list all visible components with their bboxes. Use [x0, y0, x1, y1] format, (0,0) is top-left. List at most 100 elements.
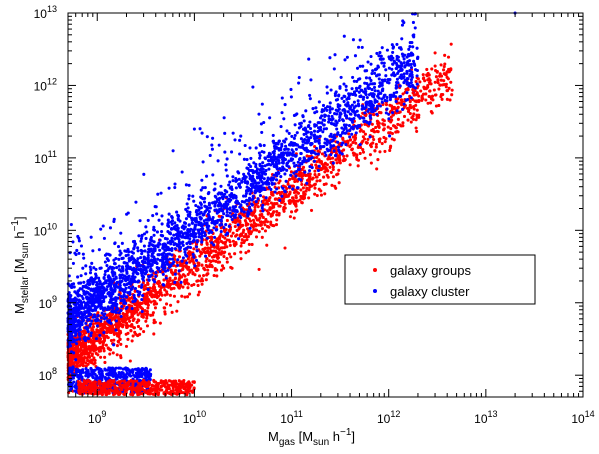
point-galaxy-groups	[267, 197, 271, 201]
point-galaxy-cluster	[173, 272, 177, 276]
point-galaxy-cluster	[355, 126, 359, 130]
point-galaxy-cluster	[387, 117, 391, 121]
point-galaxy-cluster	[321, 130, 325, 134]
point-galaxy-cluster	[112, 343, 116, 347]
point-galaxy-cluster	[95, 283, 99, 287]
point-galaxy-groups	[96, 330, 100, 334]
point-galaxy-cluster	[246, 166, 250, 171]
point-galaxy-cluster	[102, 313, 106, 318]
point-galaxy-cluster	[129, 256, 133, 260]
point-galaxy-groups	[261, 215, 265, 220]
point-galaxy-cluster	[150, 249, 154, 253]
point-galaxy-groups	[231, 239, 235, 243]
point-galaxy-cluster	[409, 78, 413, 82]
point-galaxy-cluster	[248, 226, 252, 230]
point-galaxy-cluster	[238, 152, 242, 156]
point-galaxy-cluster	[133, 280, 137, 284]
point-galaxy-cluster	[73, 290, 77, 294]
point-galaxy-cluster	[94, 337, 98, 341]
point-galaxy-cluster	[239, 203, 243, 207]
point-galaxy-groups	[130, 322, 134, 327]
point-galaxy-cluster	[238, 138, 242, 142]
point-galaxy-cluster	[365, 95, 369, 100]
point-galaxy-cluster	[391, 111, 395, 115]
point-galaxy-groups	[313, 173, 317, 177]
point-galaxy-cluster	[173, 237, 177, 241]
point-galaxy-cluster	[200, 236, 204, 241]
point-galaxy-cluster	[159, 191, 163, 195]
point-galaxy-groups	[286, 194, 290, 198]
point-galaxy-cluster	[82, 313, 86, 317]
point-galaxy-cluster	[305, 138, 309, 142]
point-galaxy-groups	[351, 135, 355, 139]
point-galaxy-cluster	[72, 318, 76, 322]
point-galaxy-cluster	[127, 285, 131, 289]
point-galaxy-groups	[183, 279, 187, 283]
point-galaxy-cluster	[354, 131, 358, 135]
point-galaxy-cluster	[325, 91, 329, 95]
point-galaxy-cluster	[309, 78, 313, 82]
point-galaxy-groups	[165, 290, 169, 294]
point-galaxy-cluster	[276, 146, 280, 150]
point-galaxy-groups	[125, 325, 129, 329]
point-galaxy-cluster	[112, 297, 116, 301]
point-galaxy-cluster	[399, 47, 403, 51]
point-galaxy-groups	[128, 297, 132, 301]
point-galaxy-cluster	[69, 222, 73, 227]
point-galaxy-cluster	[215, 227, 219, 232]
point-galaxy-groups	[314, 163, 318, 167]
point-galaxy-cluster	[112, 277, 116, 282]
point-galaxy-groups	[349, 143, 353, 147]
point-galaxy-cluster	[202, 200, 206, 204]
point-galaxy-cluster	[297, 76, 301, 80]
point-galaxy-cluster	[119, 309, 123, 313]
point-galaxy-groups	[408, 103, 412, 107]
point-galaxy-groups	[412, 112, 416, 116]
point-galaxy-cluster	[369, 78, 373, 82]
point-galaxy-cluster	[351, 109, 355, 113]
point-galaxy-groups	[110, 313, 114, 317]
point-galaxy-groups	[446, 89, 450, 93]
point-galaxy-groups	[272, 210, 276, 214]
point-galaxy-cluster	[260, 102, 264, 106]
point-galaxy-groups	[151, 311, 155, 315]
point-galaxy-cluster	[342, 99, 346, 104]
point-galaxy-cluster	[297, 81, 301, 85]
point-galaxy-cluster	[269, 155, 273, 159]
point-galaxy-cluster	[179, 280, 183, 284]
point-galaxy-cluster	[257, 112, 261, 116]
point-galaxy-cluster	[73, 334, 78, 338]
point-galaxy-groups	[250, 242, 254, 246]
point-galaxy-cluster	[188, 210, 192, 214]
point-galaxy-groups	[112, 338, 116, 342]
point-galaxy-groups	[392, 105, 396, 109]
point-galaxy-groups	[415, 129, 419, 133]
point-galaxy-cluster	[339, 75, 343, 79]
point-galaxy-cluster	[329, 132, 333, 136]
point-galaxy-cluster	[258, 156, 262, 160]
point-galaxy-groups	[219, 246, 223, 250]
point-galaxy-groups	[432, 88, 436, 92]
point-galaxy-cluster	[234, 194, 238, 198]
point-galaxy-groups	[251, 218, 256, 222]
point-galaxy-groups	[377, 110, 381, 114]
point-galaxy-cluster	[89, 268, 93, 272]
point-galaxy-cluster	[377, 73, 381, 77]
point-galaxy-cluster	[112, 219, 116, 223]
point-galaxy-cluster	[291, 143, 295, 147]
point-galaxy-cluster	[166, 224, 170, 228]
point-galaxy-groups	[266, 202, 270, 206]
point-galaxy-groups	[415, 113, 419, 117]
point-galaxy-groups	[378, 150, 382, 154]
point-galaxy-cluster	[77, 251, 81, 255]
point-galaxy-cluster	[245, 185, 249, 189]
point-galaxy-cluster	[162, 266, 166, 270]
point-galaxy-cluster	[163, 263, 167, 267]
point-galaxy-groups	[101, 343, 105, 347]
point-galaxy-groups	[444, 85, 448, 89]
point-galaxy-groups	[312, 183, 316, 187]
point-galaxy-cluster	[229, 198, 233, 202]
point-galaxy-cluster	[227, 183, 231, 187]
point-galaxy-groups	[225, 260, 229, 264]
point-galaxy-cluster	[158, 248, 162, 252]
